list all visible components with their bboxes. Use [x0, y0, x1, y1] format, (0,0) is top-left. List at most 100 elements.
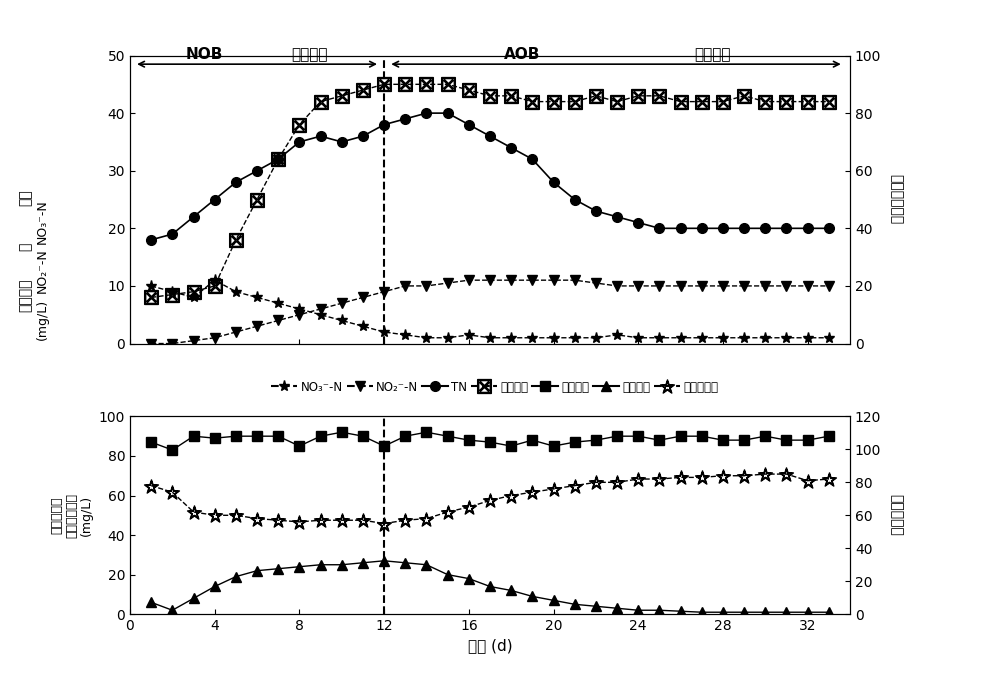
出水氨氮 [653, 606, 665, 614]
氨氮去除率 [357, 516, 369, 525]
亚硝化率 [399, 81, 411, 89]
出水氨氮 [526, 592, 538, 600]
Text: 富集阶段: 富集阶段 [694, 47, 731, 62]
TN [293, 137, 305, 146]
NO₃⁻-N [548, 334, 560, 342]
进水氨氮 [463, 436, 475, 444]
氨氮去除率 [611, 478, 623, 486]
进水氨氮 [420, 428, 432, 437]
亚硝化率 [780, 97, 792, 105]
进水氨氮 [166, 446, 178, 454]
NO₃⁻-N [336, 316, 348, 325]
TN [505, 144, 517, 152]
进水氨氮 [315, 432, 327, 441]
亚硝化率 [484, 92, 496, 100]
NO₂⁻-N [463, 276, 475, 285]
氨氮去除率 [442, 508, 454, 516]
氨氮去除率 [230, 511, 242, 519]
氨氮去除率 [717, 472, 729, 480]
进水氨氮 [675, 432, 687, 441]
NO₂⁻-N [315, 305, 327, 313]
TN [230, 178, 242, 187]
NO₃⁻-N [823, 334, 835, 342]
TN [272, 155, 284, 163]
TN [209, 196, 221, 204]
NO₃⁻-N [675, 334, 687, 342]
TN [336, 137, 348, 146]
TN [188, 212, 200, 221]
NO₃⁻-N [526, 334, 538, 342]
氨氮去除率 [209, 511, 221, 519]
氨氮去除率 [823, 475, 835, 483]
NO₃⁻-N [378, 328, 390, 336]
NO₃⁻-N [209, 276, 221, 285]
出水氨氮 [569, 600, 581, 609]
NO₂⁻-N [357, 294, 369, 302]
亚硝化率 [590, 92, 602, 100]
NO₂⁻-N [717, 282, 729, 290]
NO₂⁻-N [378, 287, 390, 296]
TN [675, 224, 687, 232]
亚硝化率 [209, 282, 221, 290]
TN [463, 121, 475, 129]
TN [442, 109, 454, 117]
TN [548, 178, 560, 187]
TN [590, 207, 602, 215]
TN [611, 212, 623, 221]
NO₃⁻-N [399, 331, 411, 339]
NO₂⁻-N [738, 282, 750, 290]
NO₂⁻-N [420, 282, 432, 290]
NO₂⁻-N [823, 282, 835, 290]
TN [759, 224, 771, 232]
NO₃⁻-N [315, 311, 327, 319]
NO₂⁻-N [442, 279, 454, 287]
氨氮去除率 [526, 488, 538, 496]
NO₃⁻-N [611, 331, 623, 339]
TN [632, 219, 644, 227]
氨氮去除率 [272, 516, 284, 525]
亚硝化率 [569, 97, 581, 105]
Text: NOB: NOB [185, 47, 223, 62]
亚硝化率 [653, 92, 665, 100]
NO₃⁻-N [590, 334, 602, 342]
NO₂⁻-N [209, 334, 221, 342]
氨氮去除率 [780, 470, 792, 478]
NO₃⁻-N [632, 334, 644, 342]
亚硝化率 [611, 97, 623, 105]
进水氨氮 [484, 438, 496, 446]
NO₃⁻-N [230, 287, 242, 296]
Line: 氨氮去除率: 氨氮去除率 [144, 467, 836, 530]
出水氨氮 [802, 608, 814, 616]
TN [357, 132, 369, 140]
亚硝化率 [442, 81, 454, 89]
X-axis label: 时间 (d): 时间 (d) [468, 638, 512, 654]
Y-axis label: 氨氮去除率: 氨氮去除率 [889, 494, 903, 536]
出水氨氮 [611, 604, 623, 612]
TN [653, 224, 665, 232]
NO₂⁻-N [675, 282, 687, 290]
NO₃⁻-N [759, 334, 771, 342]
氨氮去除率 [590, 478, 602, 486]
氨氮去除率 [378, 519, 390, 527]
进水氨氮 [611, 432, 623, 441]
出水氨氮 [272, 564, 284, 573]
氨氮去除率 [505, 491, 517, 500]
出水氨氮 [293, 563, 305, 571]
Line: NO₂⁻-N: NO₂⁻-N [146, 276, 834, 348]
出水氨氮 [357, 559, 369, 567]
TN [717, 224, 729, 232]
出水氨氮 [632, 606, 644, 614]
出水氨氮 [823, 608, 835, 616]
TN [251, 167, 263, 175]
Text: 出水: 出水 [18, 189, 32, 206]
亚硝化率 [293, 121, 305, 129]
亚硝化率 [759, 97, 771, 105]
NO₂⁻-N [188, 337, 200, 345]
氨氮去除率 [569, 482, 581, 490]
亚硝化率 [145, 294, 157, 302]
氨氮去除率 [738, 472, 750, 480]
进水氨氮 [590, 436, 602, 444]
NO₃⁻-N [442, 334, 454, 342]
NO₃⁻-N [166, 287, 178, 296]
TN [823, 224, 835, 232]
